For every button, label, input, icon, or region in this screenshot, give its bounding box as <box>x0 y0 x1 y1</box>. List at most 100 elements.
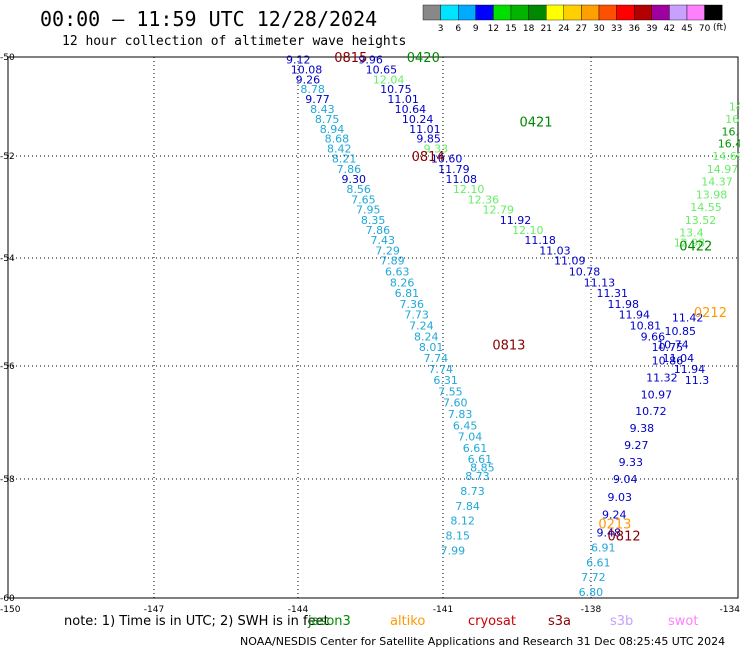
wave-height-value: 8.12 <box>450 515 475 528</box>
colorbar-tick-label: 36 <box>628 24 640 34</box>
longitude-label: -134 <box>720 605 740 615</box>
colorbar-swatch <box>651 4 670 21</box>
wave-height-value: 7.83 <box>448 408 473 421</box>
wave-height-value: 11.94 <box>619 309 651 322</box>
wave-height-value: 6.61 <box>463 442 488 455</box>
wave-height-value: 12.36 <box>468 193 500 206</box>
wave-height-value: 7.86 <box>337 163 362 176</box>
wave-height-value: 10.60 <box>431 153 463 166</box>
colorbar-tick-label: 33 <box>611 24 622 34</box>
wave-height-value: 12.79 <box>482 204 514 217</box>
map-grid <box>8 56 738 599</box>
pass-time-label: 0812 <box>608 530 641 545</box>
colorbar-swatch <box>422 4 441 21</box>
wave-height-value: 10.64 <box>395 103 427 116</box>
colorbar-tick-label: 6 <box>455 24 461 34</box>
latitude-labels: -50 -52 -54 -56 -58 -60 <box>0 53 15 604</box>
wave-height-value: 8.42 <box>327 143 352 156</box>
footer-credit: NOAA/NESDIS Center for Satellite Applica… <box>240 635 725 648</box>
wave-height-value: 8.68 <box>325 133 350 146</box>
colorbar-legend: 3 6 9 12 15 18 21 24 27 30 33 36 39 42 45 70 <box>422 4 723 34</box>
wave-height-value: 9.48 <box>597 527 622 540</box>
colorbar-swatch <box>440 4 459 21</box>
wave-height-value: 10.85 <box>665 325 697 338</box>
wave-height-value: 10.75 <box>652 341 684 354</box>
colorbar-swatch <box>493 4 512 21</box>
wave-height-value: 10.78 <box>569 266 601 279</box>
colorbar-swatch <box>510 4 529 21</box>
wave-height-value: 9.03 <box>608 491 633 504</box>
wave-height-value: 6.80 <box>579 586 604 599</box>
satellite-legend-item: s3a <box>548 614 571 629</box>
wave-height-value: 14.37 <box>701 176 733 189</box>
colorbar-unit-label: (ft) <box>713 23 727 33</box>
wave-height-value: 8.85 <box>470 462 495 475</box>
wave-height-value: 10.24 <box>402 113 434 126</box>
wave-height-value: 16.8 <box>721 125 740 138</box>
page-subtitle: 12 hour collection of altimeter wave hei… <box>62 34 406 49</box>
wave-height-value: 16 <box>725 113 739 126</box>
wave-height-value: 13.52 <box>685 214 717 227</box>
wave-height-value: 8.73 <box>460 485 485 498</box>
satellite-legend-item: cryosat <box>468 614 516 629</box>
wave-height-value: 7.86 <box>366 224 391 237</box>
colorbar-tick-label: 12 <box>488 24 499 34</box>
wave-height-value: 14.55 <box>690 201 722 214</box>
wave-height-value: 12.04 <box>373 73 405 86</box>
colorbar-swatch <box>669 4 688 21</box>
pass-time-label: 0420 <box>407 51 440 66</box>
wave-height-value: 8.75 <box>315 113 340 126</box>
wave-height-value: 6.45 <box>453 419 478 432</box>
wave-height-value: 6.91 <box>591 541 616 554</box>
wave-height-value: 10.72 <box>635 405 667 418</box>
wave-height-value: 7.24 <box>409 320 434 333</box>
wave-height-value: 8.21 <box>332 153 357 166</box>
wave-height-value: 11.13 <box>584 276 616 289</box>
wave-height-value: 6.61 <box>468 453 493 466</box>
pass-time-label: 0212 <box>694 306 727 321</box>
wave-height-value: 9.27 <box>624 439 649 452</box>
wave-height-value: 12.10 <box>512 224 544 237</box>
wave-height-value: 7.73 <box>404 309 429 322</box>
wave-height-value: 9.66 <box>641 330 666 343</box>
wave-height-value: 10.65 <box>366 63 398 76</box>
satellite-legend-item: swot <box>668 614 698 629</box>
altimeter-track: 141616.816.4914.6914.9714.3713.9814.5513… <box>674 101 740 250</box>
wave-height-value: 10.75 <box>380 83 412 96</box>
latitude-label: -52 <box>0 152 15 162</box>
wave-height-value: 6.31 <box>433 374 458 387</box>
wave-height-value: 11.3 <box>685 374 710 387</box>
colorbar-swatch <box>634 4 653 21</box>
longitude-label: -150 <box>0 605 21 615</box>
wave-height-value: 7.65 <box>351 193 376 206</box>
wave-height-value: 8.24 <box>414 330 439 343</box>
wave-height-value: 7.99 <box>441 544 466 557</box>
colorbar-swatch <box>616 4 635 21</box>
latitude-label: -54 <box>0 254 15 264</box>
wave-height-value: 9.96 <box>358 53 383 66</box>
wave-height-value: 11.18 <box>524 234 556 247</box>
colorbar-swatch <box>475 4 494 21</box>
wave-height-value: 9.38 <box>630 422 655 435</box>
altimeter-track: 9.9610.6512.0410.7511.0110.6410.2411.019… <box>358 53 709 387</box>
wave-height-value: 7.04 <box>458 431 483 444</box>
colorbar-tick-label: 15 <box>505 24 516 34</box>
wave-height-value: 9.77 <box>305 93 330 106</box>
wave-height-value: 7.29 <box>375 244 400 257</box>
wave-height-value: 6.63 <box>385 266 410 279</box>
wave-height-value: 10.81 <box>630 320 662 333</box>
colorbar-tick-label: 70 <box>699 24 711 34</box>
wave-height-value: 8.43 <box>310 103 335 116</box>
footer-note: note: 1) Time is in UTC; 2) SWH is in fe… <box>64 614 329 629</box>
colorbar-tick-label: 45 <box>681 24 692 34</box>
wave-height-value: 9.33 <box>424 143 449 156</box>
colorbar-swatch <box>458 4 477 21</box>
wave-height-value: 8.78 <box>300 83 325 96</box>
satellite-legend-item: jason3 <box>307 614 351 629</box>
wave-height-value: 7.74 <box>424 352 449 365</box>
latitude-label: -50 <box>0 53 15 63</box>
colorbar-tick-label: 30 <box>593 24 605 34</box>
wave-height-value: 11.92 <box>500 214 532 227</box>
